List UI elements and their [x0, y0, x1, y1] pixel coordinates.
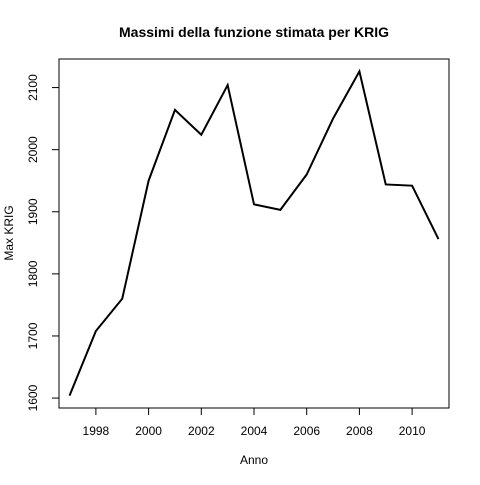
x-tick-label: 2002: [188, 424, 215, 438]
x-axis: 1998 2000 2002 2004 2006 2008 2010: [83, 407, 426, 438]
series-line: [68, 68, 440, 396]
y-axis-title: Max KRIG: [2, 205, 16, 260]
y-tick-label: 2000: [26, 136, 40, 163]
x-tick-label: 1998: [83, 424, 110, 438]
x-tick-label: 2010: [399, 424, 426, 438]
x-tick-label: 2000: [135, 424, 162, 438]
y-axis: 1600 1700 1800 1900 2000 2100: [26, 74, 60, 411]
x-tick-label: 2008: [346, 424, 373, 438]
x-tick-label: 2006: [293, 424, 320, 438]
x-tick-label: 2004: [241, 424, 268, 438]
y-tick-label: 1800: [26, 260, 40, 287]
plot-frame: [58, 58, 450, 409]
y-tick-label: 1900: [26, 198, 40, 225]
series-layer: [68, 68, 440, 396]
x-axis-title: Anno: [240, 453, 268, 467]
y-tick-label: 1700: [26, 322, 40, 349]
chart-title: Massimi della funzione stimata per KRIG: [119, 24, 389, 40]
y-tick-label: 2100: [26, 74, 40, 101]
y-tick-label: 1600: [26, 384, 40, 411]
